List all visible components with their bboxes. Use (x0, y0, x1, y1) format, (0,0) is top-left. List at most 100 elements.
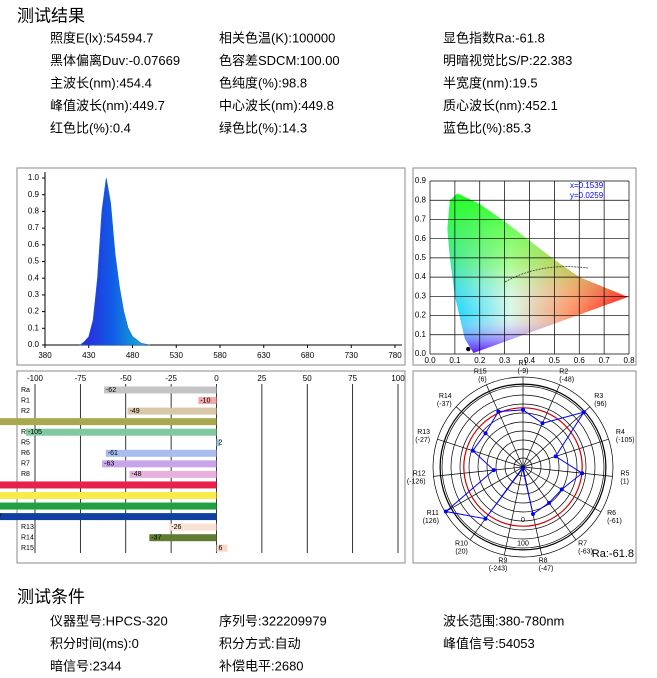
x-tick-label: 780 (388, 351, 402, 360)
bar (0, 481, 217, 489)
result-item: 明暗视觉比S/P:22.383 (443, 53, 572, 68)
value-label: (1) (620, 478, 629, 485)
bar (103, 386, 217, 394)
value-label: -37 (151, 535, 161, 542)
result-item: 显色指数Ra:-61.8 (443, 30, 545, 45)
value-label: (-9) (518, 368, 529, 375)
y-tick-label: 0.4 (28, 273, 40, 282)
y-tick-label: 0.9 (415, 176, 427, 185)
radar-point (530, 512, 535, 517)
result-item: 蓝色比(%):85.3 (443, 120, 531, 135)
annotation: x=0.1539 (570, 181, 604, 190)
x-tick-label: 730 (345, 351, 359, 360)
x-tick-label: 100 (391, 374, 405, 383)
x-tick-label: 0.8 (623, 356, 635, 365)
y-tick-label: 0.8 (415, 195, 427, 204)
radar-point (520, 466, 525, 471)
result-item: 红色比(%):0.4 (50, 120, 131, 135)
radar-point (581, 410, 586, 415)
radar-point (491, 468, 496, 473)
bar (0, 492, 217, 499)
bar (149, 534, 217, 542)
y-tick-label: 0.6 (415, 234, 427, 243)
section-title: 测试结果 (17, 6, 85, 25)
result-item: 质心波长(nm):452.1 (443, 98, 558, 113)
x-tick-label: 380 (38, 351, 52, 360)
spoke (455, 406, 524, 468)
y-tick-label: 0.5 (415, 253, 427, 262)
result-item: 主波长(nm):454.4 (50, 75, 152, 90)
x-tick-label: 50 (303, 374, 312, 383)
y-tick-label: 0.7 (28, 223, 40, 232)
category-label: R6 (607, 510, 616, 517)
category-label: R2 (21, 408, 30, 415)
value-label: -105 (28, 429, 42, 436)
y-tick-label: 0.0 (28, 340, 40, 349)
y-tick-label: 0.3 (28, 290, 40, 299)
radar-point (521, 407, 525, 412)
y-tick-label: 0.0 (415, 349, 427, 358)
result-item: 黑体偏离Duv:-0.07669 (50, 53, 180, 68)
result-item: 色容差SDCM:100.00 (219, 53, 340, 68)
category-label: R4 (21, 429, 30, 436)
ra-annotation: Ra:-61.8 (592, 548, 634, 560)
category-label: R8 (539, 558, 548, 565)
x-tick-label: 75 (348, 374, 357, 383)
value-label: -26 (171, 524, 181, 531)
spoke (522, 438, 609, 468)
radar-point (483, 431, 488, 436)
chromaticity-point (466, 346, 471, 352)
y-tick-label: 0.9 (28, 190, 40, 199)
radar-point (496, 409, 501, 414)
category-label: R5 (620, 470, 629, 477)
category-label: R2 (559, 368, 568, 375)
bar (25, 428, 217, 436)
value-label: (-105) (616, 437, 635, 444)
x-tick-label: 0.3 (499, 356, 511, 365)
spoke (437, 438, 524, 468)
cie-gamut (447, 193, 628, 353)
category-label: R13 (21, 524, 34, 531)
value-label: -61 (108, 450, 118, 457)
condition-item: 序列号:322209979 (219, 613, 327, 628)
x-tick-label: 0.5 (549, 356, 561, 365)
x-tick-label: 680 (301, 351, 315, 360)
y-tick-label: 0.3 (415, 291, 427, 300)
x-tick-label: 480 (126, 351, 140, 360)
bar (129, 470, 217, 478)
value-label: (-63) (578, 549, 593, 556)
x-tick-label: -25 (165, 374, 177, 383)
spoke (522, 466, 613, 477)
value-label: (-243) (489, 566, 508, 573)
x-tick-label: 0.7 (599, 356, 611, 365)
category-label: R14 (439, 393, 452, 400)
value-label: -127 (0, 513, 2, 520)
radar-point (470, 448, 475, 453)
x-tick-label: -100 (27, 374, 44, 383)
x-tick-label: 530 (170, 351, 184, 360)
radar-point (559, 487, 564, 492)
tick-ring (463, 407, 583, 527)
condition-item: 暗信号:2344 (50, 658, 122, 673)
y-tick-label: 1.0 (28, 173, 40, 182)
x-tick-label: 0.6 (574, 356, 586, 365)
value-label: (20) (455, 549, 467, 556)
result-item: 色纯度(%):98.8 (219, 75, 307, 90)
x-tick-label: 580 (213, 351, 227, 360)
category-label: R11 (427, 510, 439, 517)
category-label: R1 (21, 397, 30, 404)
category-label: R7 (21, 461, 30, 468)
category-label: R14 (21, 535, 34, 542)
value-label: (96) (594, 401, 606, 408)
result-item: 绿色比(%):14.3 (219, 120, 307, 135)
y-tick-label: 0.1 (415, 330, 427, 339)
result-item: 相关色温(K):100000 (219, 30, 335, 45)
x-tick-label: 0.0 (424, 356, 436, 365)
x-tick-label: 0.4 (524, 356, 536, 365)
value-label: -62 (106, 387, 116, 394)
annotation: y=0.0259 (570, 191, 604, 200)
y-tick-label: 0.1 (28, 323, 40, 332)
x-tick-label: 0 (214, 374, 219, 383)
value-label: (-27) (415, 437, 430, 444)
